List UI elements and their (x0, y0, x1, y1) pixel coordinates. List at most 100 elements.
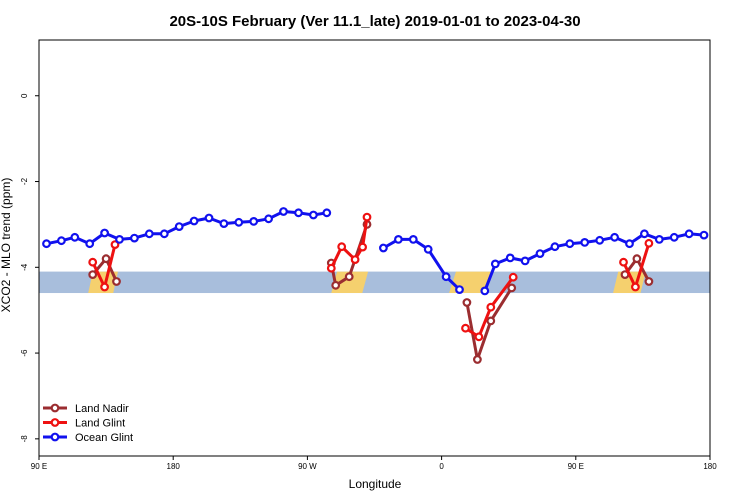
data-point (684, 229, 694, 239)
data-point (486, 316, 496, 326)
x-axis-label: Longitude (349, 477, 402, 491)
data-point (115, 234, 124, 244)
data-point (204, 213, 214, 223)
data-point (88, 257, 98, 267)
legend-label: Land Glint (75, 418, 125, 430)
data-point (490, 259, 500, 269)
data-point (462, 298, 472, 307)
series-land-glint (88, 212, 654, 342)
series-ocean-glint (42, 207, 709, 296)
data-point (358, 242, 368, 252)
data-point (644, 238, 654, 248)
data-point (110, 240, 120, 250)
series-layer (42, 207, 709, 364)
data-point (350, 255, 360, 265)
legend-label: Ocean Glint (75, 432, 133, 444)
data-point (644, 277, 654, 286)
data-point (461, 323, 470, 333)
data-point (631, 282, 640, 292)
data-point (699, 230, 709, 240)
series-line (464, 276, 515, 339)
data-point (473, 355, 482, 364)
legend-label: Land Nadir (75, 403, 129, 415)
data-point (535, 249, 545, 259)
y-tick-label: -2 (20, 177, 29, 185)
data-point (294, 208, 303, 218)
data-point (344, 272, 354, 282)
data-point (640, 229, 649, 239)
data-point (279, 207, 288, 216)
data-point (455, 285, 464, 295)
data-point (264, 214, 274, 224)
data-point (249, 216, 259, 226)
data-point (619, 257, 628, 267)
data-point (508, 272, 518, 282)
legend-marker (50, 418, 60, 427)
series-line (46, 210, 328, 246)
data-point (85, 239, 95, 249)
series-line (483, 232, 705, 292)
data-point (580, 237, 590, 247)
y-tick-label: 0 (20, 93, 29, 98)
data-point (129, 233, 139, 243)
data-point (70, 232, 80, 242)
data-point (88, 270, 98, 280)
data-point (423, 244, 433, 254)
data-point (337, 242, 347, 252)
data-point (550, 242, 560, 252)
data-point (57, 236, 66, 246)
data-point (379, 243, 388, 253)
y-tick-label: -6 (20, 349, 29, 357)
data-point (100, 228, 109, 238)
legend: Land Nadir Land Glint Ocean Glint (43, 403, 133, 444)
legend-marker (50, 432, 60, 442)
data-point (189, 216, 199, 226)
data-point (654, 234, 664, 244)
x-tick-label: 90 E (31, 462, 47, 471)
x-tick-label: 180 (167, 462, 181, 471)
data-point (112, 277, 121, 286)
data-point (507, 283, 517, 293)
data-point (159, 229, 169, 239)
data-point (309, 210, 318, 220)
x-axis: 90 E 180 90 W 0 90 E 180 (31, 456, 717, 471)
data-point (394, 234, 403, 244)
y-axis: 0 -2 -4 -6 -8 (20, 93, 39, 442)
data-point (474, 332, 484, 342)
data-point (326, 263, 336, 273)
band-ocean (39, 271, 710, 294)
data-point (219, 219, 229, 229)
y-tick-label: -4 (20, 263, 29, 271)
data-point (331, 280, 341, 290)
data-point (174, 222, 184, 232)
x-tick-label: 0 (439, 462, 444, 471)
data-point (486, 302, 496, 312)
data-point (408, 234, 418, 244)
data-point (100, 282, 109, 292)
data-point (565, 239, 575, 249)
x-tick-label: 180 (703, 462, 717, 471)
data-point (595, 235, 605, 245)
x-tick-label: 90 W (298, 462, 317, 471)
data-point (144, 229, 154, 239)
data-point (610, 232, 619, 242)
data-point (441, 272, 451, 282)
chart-title: 20S-10S February (Ver 11.1_late) 2019-01… (169, 13, 580, 30)
data-point (669, 232, 679, 242)
data-point (234, 217, 244, 227)
plot-frame (38, 39, 711, 457)
data-point (625, 239, 634, 249)
data-point (520, 256, 530, 266)
data-point (362, 212, 372, 222)
series-line (329, 223, 369, 287)
data-point (632, 254, 642, 264)
data-point (322, 208, 332, 218)
data-point (101, 254, 111, 264)
x-tick-label: 90 E (568, 462, 584, 471)
legend-marker (50, 403, 60, 413)
data-point (480, 286, 490, 296)
y-tick-label: -8 (20, 435, 29, 443)
data-point (505, 253, 515, 263)
y-axis-label: XCO2 - MLO trend (ppm) (0, 178, 13, 313)
